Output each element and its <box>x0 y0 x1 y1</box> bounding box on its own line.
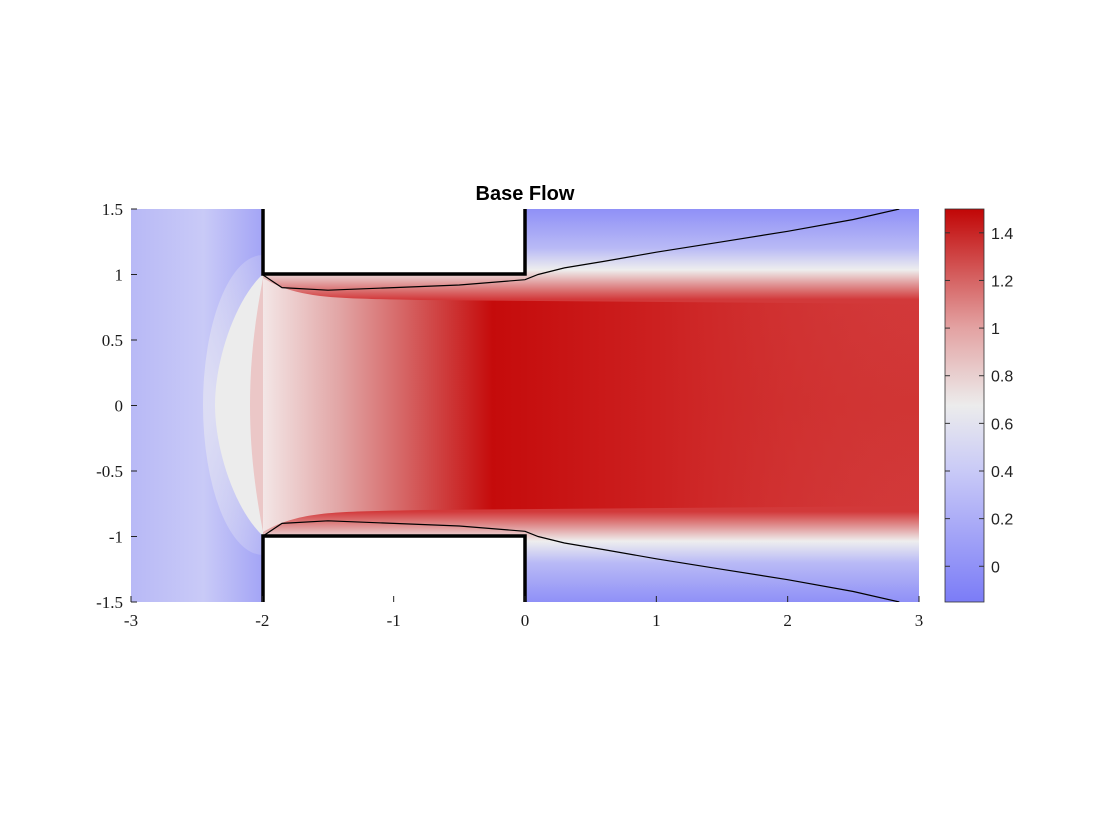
x-tick-label: 0 <box>521 611 530 630</box>
colorbar <box>945 209 984 602</box>
x-axis: -3 -2 -1 0 1 2 3 <box>124 596 923 630</box>
x-tick-label: -2 <box>255 611 269 630</box>
jet-core <box>263 278 919 532</box>
y-tick-label: -0.5 <box>96 462 123 481</box>
y-tick-label: -1 <box>109 528 123 547</box>
chart-title: Base Flow <box>476 183 575 205</box>
y-axis: 1.5 1 0.5 0 -0.5 -1 -1.5 <box>96 200 137 612</box>
y-tick-label: -1.5 <box>96 593 123 612</box>
entrance-ring <box>215 274 263 536</box>
colorbar-tick-label: 0.8 <box>991 369 1013 386</box>
entrance-core <box>250 278 263 532</box>
upper-wall-outline <box>261 209 527 276</box>
colorbar-tick-label: 0 <box>991 559 1000 576</box>
colorbar-tick-label: 1 <box>991 321 1000 338</box>
lower-wall-outline <box>261 534 527 602</box>
x-tick-label: 2 <box>783 611 792 630</box>
x-tick-label: 3 <box>915 611 924 630</box>
y-tick-label: 0.5 <box>102 331 123 350</box>
x-tick-label: -1 <box>387 611 401 630</box>
colorbar-tick-label: 1.4 <box>991 226 1013 243</box>
colorbar-ticks: 1.4 1.2 1 0.8 0.6 0.4 0.2 0 <box>945 226 1013 576</box>
y-tick-label: 0 <box>115 397 124 416</box>
x-tick-label: -3 <box>124 611 138 630</box>
y-tick-label: 1.5 <box>102 200 123 219</box>
colorbar-tick-label: 1.2 <box>991 273 1013 290</box>
separatrix-lines <box>261 209 900 602</box>
x-tick-label: 1 <box>652 611 661 630</box>
lower-wall-block <box>263 536 525 602</box>
colorbar-frame <box>944 208 985 603</box>
y-tick-label: 1 <box>115 266 124 285</box>
colorbar-tick-label: 0.2 <box>991 512 1013 529</box>
colorbar-tick-label: 0.4 <box>991 464 1013 481</box>
colorbar-tick-label: 0.6 <box>991 416 1013 433</box>
separatrix-lower-line <box>261 520 900 602</box>
separatrix-upper-line <box>261 209 900 291</box>
upper-wall-block <box>263 209 525 274</box>
